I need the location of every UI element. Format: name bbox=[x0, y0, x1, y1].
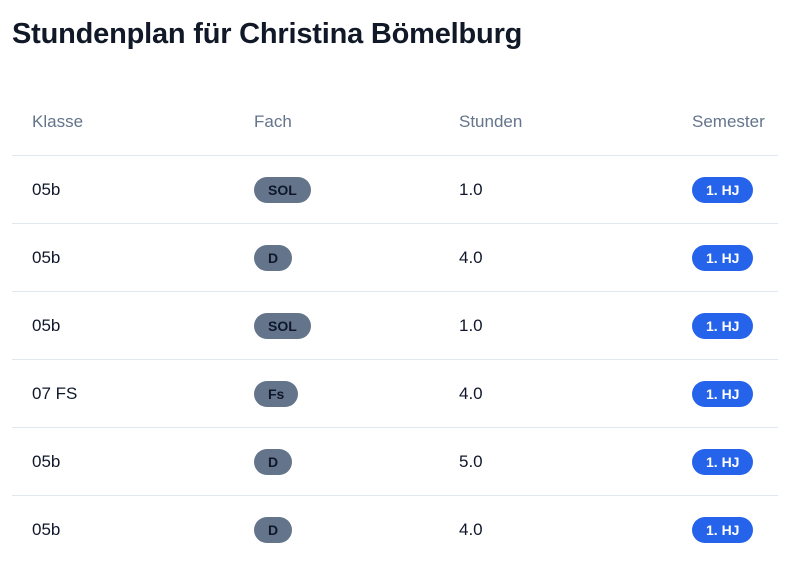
table-row: 05b D 5.0 1. HJ bbox=[12, 428, 778, 496]
cell-klasse: 05b bbox=[12, 496, 254, 563]
column-header-fach: Fach bbox=[254, 88, 459, 156]
fach-badge: D bbox=[254, 517, 292, 543]
cell-fach: SOL bbox=[254, 292, 459, 360]
cell-fach: D bbox=[254, 496, 459, 563]
cell-klasse: 05b bbox=[12, 292, 254, 360]
cell-klasse: 05b bbox=[12, 428, 254, 496]
cell-fach: Fs bbox=[254, 360, 459, 428]
fach-badge: D bbox=[254, 449, 292, 475]
semester-badge: 1. HJ bbox=[692, 449, 753, 475]
cell-klasse: 07 FS bbox=[12, 360, 254, 428]
semester-badge: 1. HJ bbox=[692, 381, 753, 407]
cell-stunden: 1.0 bbox=[459, 156, 692, 224]
semester-badge: 1. HJ bbox=[692, 245, 753, 271]
cell-fach: SOL bbox=[254, 156, 459, 224]
cell-stunden: 4.0 bbox=[459, 224, 692, 292]
cell-stunden: 1.0 bbox=[459, 292, 692, 360]
table-row: 05b D 4.0 1. HJ bbox=[12, 224, 778, 292]
cell-stunden: 4.0 bbox=[459, 496, 692, 563]
cell-stunden: 5.0 bbox=[459, 428, 692, 496]
cell-semester: 1. HJ bbox=[692, 156, 778, 224]
cell-stunden: 4.0 bbox=[459, 360, 692, 428]
page-title: Stundenplan für Christina Bömelburg bbox=[12, 0, 778, 52]
table-header-row: Klasse Fach Stunden Semester bbox=[12, 88, 778, 156]
column-header-klasse: Klasse bbox=[12, 88, 254, 156]
table-row: 05b D 4.0 1. HJ bbox=[12, 496, 778, 563]
semester-badge: 1. HJ bbox=[692, 177, 753, 203]
cell-klasse: 05b bbox=[12, 156, 254, 224]
cell-semester: 1. HJ bbox=[692, 224, 778, 292]
fach-badge: Fs bbox=[254, 381, 298, 407]
column-header-semester: Semester bbox=[692, 88, 778, 156]
cell-fach: D bbox=[254, 428, 459, 496]
cell-fach: D bbox=[254, 224, 459, 292]
fach-badge: SOL bbox=[254, 177, 311, 203]
cell-semester: 1. HJ bbox=[692, 360, 778, 428]
fach-badge: D bbox=[254, 245, 292, 271]
cell-semester: 1. HJ bbox=[692, 428, 778, 496]
semester-badge: 1. HJ bbox=[692, 313, 753, 339]
cell-klasse: 05b bbox=[12, 224, 254, 292]
schedule-table: Klasse Fach Stunden Semester 05b SOL 1.0… bbox=[12, 88, 778, 563]
table-row: 05b SOL 1.0 1. HJ bbox=[12, 292, 778, 360]
fach-badge: SOL bbox=[254, 313, 311, 339]
cell-semester: 1. HJ bbox=[692, 292, 778, 360]
semester-badge: 1. HJ bbox=[692, 517, 753, 543]
table-row: 05b SOL 1.0 1. HJ bbox=[12, 156, 778, 224]
column-header-stunden: Stunden bbox=[459, 88, 692, 156]
table-row: 07 FS Fs 4.0 1. HJ bbox=[12, 360, 778, 428]
cell-semester: 1. HJ bbox=[692, 496, 778, 563]
